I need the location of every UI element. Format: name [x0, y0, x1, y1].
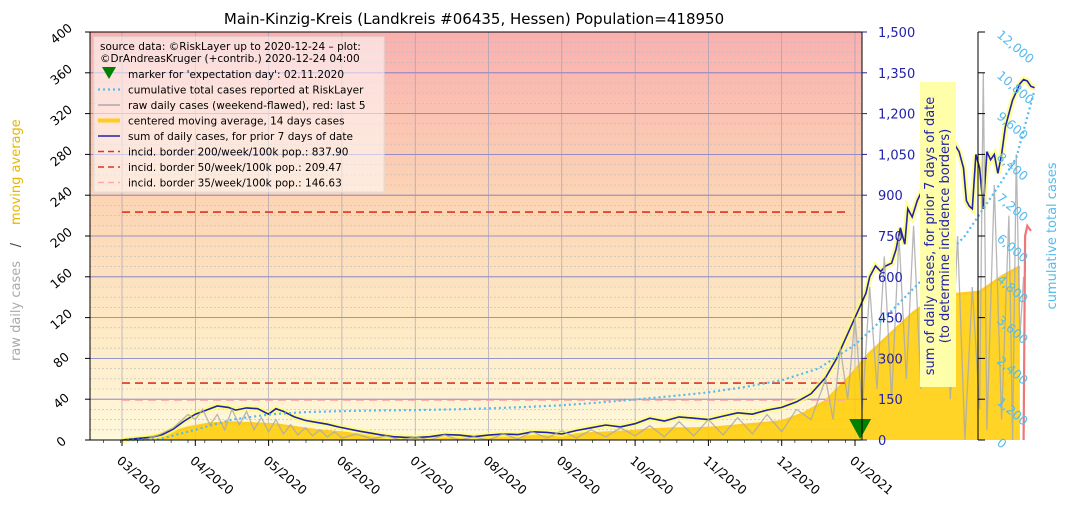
right-axis-tick-label: 0	[878, 434, 886, 449]
ylabel-left-moving-average: moving average	[9, 119, 24, 225]
right-axis-tick-label: 150	[878, 393, 903, 408]
legend-label: raw daily cases (weekend-flawed), red: l…	[128, 100, 366, 112]
expectation-day-marker-triangle	[849, 419, 872, 439]
legend-label: sum of daily cases, for prior 7 days of …	[128, 131, 353, 143]
x-axis-tick-label: 10/2020	[627, 453, 676, 498]
x-axis-tick-label: 03/2020	[114, 453, 163, 498]
right-axis: 0 150 300 450 600 750 900 1,050 1,200 1,350 1,500	[862, 26, 915, 449]
ylabel-right-outer: cumulative total cases	[1045, 162, 1060, 309]
legend-entries: marker for 'expectation day': 02.11.2020…	[98, 67, 366, 190]
right-axis-tick-label: 900	[878, 189, 903, 204]
legend-source-line-2: ©DrAndreasKruger (+contrib.) 2020-12-24 …	[100, 53, 360, 65]
left-axis-tick-label: 120	[47, 306, 75, 333]
left-axis-tick-label: 200	[47, 224, 75, 251]
legend: source data: ©RiskLayer up to 2020-12-24…	[93, 36, 385, 193]
left-axis-tick-label: 240	[47, 183, 75, 210]
right-axis-tick-label: 750	[878, 230, 903, 245]
series-line	[121, 89, 1036, 442]
legend-label: cumulative total cases reported at RiskL…	[128, 85, 364, 97]
left-axis-tick-label: 80	[50, 349, 72, 371]
legend-label: marker for 'expectation day': 02.11.2020	[128, 69, 344, 81]
right-axis-tick-label: 1,200	[878, 108, 915, 123]
legend-swatch-marker	[102, 67, 116, 79]
left-axis-tick-label: 160	[47, 265, 75, 292]
x-axis-tick-label: 11/2020	[700, 453, 749, 498]
ylabel-right-highlight	[920, 82, 956, 387]
left-axis-tick-label: 320	[47, 102, 75, 129]
ylabel-right: sum of daily cases, for prior 7 days of …	[923, 97, 938, 376]
x-axis-tick-label: 01/2021	[847, 453, 896, 498]
left-axis-tick-label: 400	[47, 20, 75, 47]
left-axis-tick-label: 360	[47, 61, 75, 88]
left-axis-tick-label: 280	[47, 143, 75, 170]
x-axis-tick-label: 06/2020	[334, 453, 383, 498]
legend-label: incid. border 50/week/100k pop.: 209.47	[128, 162, 342, 174]
right-axis-tick-label: 300	[878, 352, 903, 367]
x-axis: 03/2020 04/2020 05/2020 06/2020 07/2020 08/20…	[103, 440, 896, 498]
legend-box	[93, 36, 385, 193]
ylabel-left-separator: /	[9, 242, 24, 247]
outer-axis-tick-label: 7,200	[994, 190, 1031, 225]
x-axis-tick-label: 12/2020	[774, 453, 823, 498]
left-axis-tick-label: 0	[53, 433, 69, 450]
expectation-day-marker	[849, 419, 872, 439]
x-axis-tick-label: 04/2020	[187, 453, 236, 498]
grid-lines	[90, 32, 862, 440]
x-axis-tick-label: 07/2020	[407, 453, 456, 498]
right-axis-tick-label: 450	[878, 312, 903, 327]
legend-label: incid. border 35/week/100k pop.: 146.63	[128, 178, 342, 190]
legend-label: centered moving average, 14 days cases	[128, 116, 345, 128]
series-line	[121, 78, 1035, 441]
incidence-border-lines	[122, 211, 848, 401]
right-axis-tick-label: 1,350	[878, 67, 915, 82]
right-axis-tick-label: 600	[878, 271, 903, 286]
left-axis-tick-label: 40	[50, 390, 72, 412]
legend-label: incid. border 200/week/100k pop.: 837.90	[128, 147, 348, 159]
ylabel-left-raw: raw daily cases	[9, 261, 24, 361]
right-axis-tick-label: 1,500	[878, 26, 915, 41]
ylabel-right-sub: (to determine incidence borders)	[938, 129, 953, 344]
outer-axis-tick-label: 9,600	[994, 108, 1031, 143]
moving-average-fill	[122, 266, 1020, 440]
chart-title: Main-Kinzig-Kreis (Landkreis #06435, Hes…	[224, 10, 724, 28]
x-axis-tick-label: 08/2020	[481, 453, 530, 498]
x-axis-tick-label: 05/2020	[261, 453, 310, 498]
outer-axis-tick-label: 12,000	[994, 27, 1037, 67]
right-axis-tick-label: 1,050	[878, 148, 915, 163]
left-axis: 0 40 80 120 160 200 240 280 320 360 400	[47, 20, 90, 450]
x-axis-tick-label: 09/2020	[554, 453, 603, 498]
series-line	[1022, 223, 1032, 441]
legend-source-line-1: source data: ©RiskLayer up to 2020-12-24…	[100, 41, 361, 53]
